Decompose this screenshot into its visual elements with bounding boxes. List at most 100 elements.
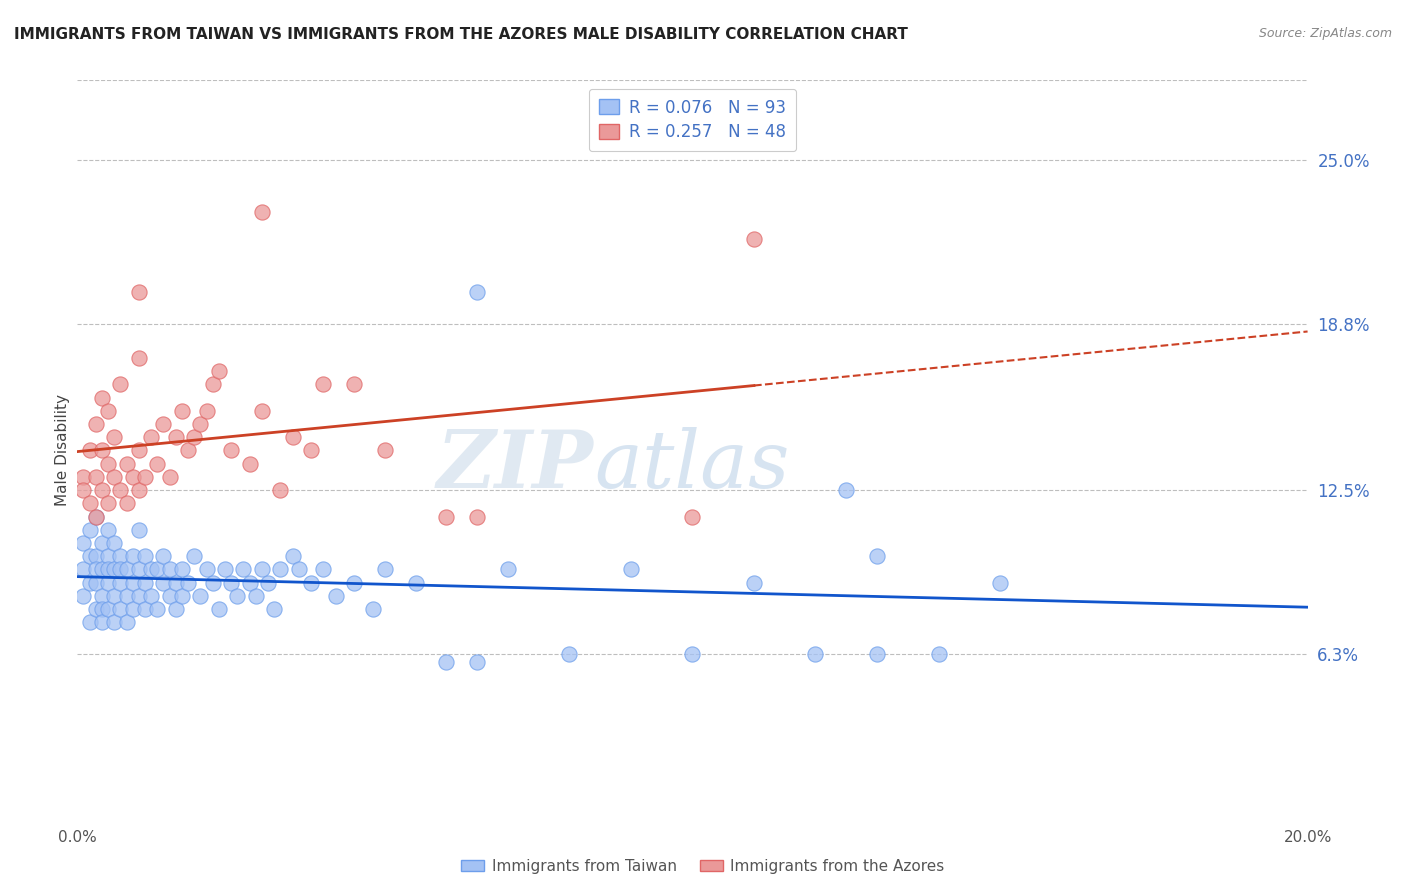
Point [134,602,156,616]
Point [170,404,193,418]
Y-axis label: Male Disability: Male Disability [55,394,70,507]
Point [214,562,236,576]
Point [201,575,224,590]
Point [245,589,267,603]
Point [97,602,120,616]
Point [128,589,150,603]
Point [141,589,163,603]
Point [928,647,950,661]
Point [134,575,156,590]
Point [159,562,181,576]
Point [110,377,132,392]
Point [299,575,322,590]
Legend: Immigrants from Taiwan, Immigrants from the Azores: Immigrants from Taiwan, Immigrants from … [456,853,950,880]
Point [115,615,138,630]
Point [165,575,187,590]
Point [620,562,643,576]
Point [405,575,427,590]
Point [219,443,242,458]
Point [121,602,143,616]
Point [128,562,150,576]
Point [343,377,366,392]
Point [103,536,125,550]
Point [90,443,114,458]
Point [79,443,101,458]
Point [72,589,94,603]
Point [121,575,143,590]
Point [804,647,827,661]
Point [128,523,150,537]
Point [988,575,1011,590]
Point [299,443,322,458]
Point [146,602,169,616]
Point [90,602,114,616]
Point [84,562,107,576]
Point [90,536,114,550]
Point [115,562,138,576]
Point [121,470,143,484]
Point [208,602,231,616]
Point [103,562,125,576]
Point [84,602,107,616]
Point [79,496,101,510]
Text: atlas: atlas [595,426,789,504]
Point [239,575,262,590]
Point [195,562,218,576]
Point [84,509,107,524]
Point [682,509,704,524]
Point [79,575,101,590]
Point [866,549,889,564]
Point [159,470,181,484]
Legend: R = 0.076   N = 93, R = 0.257   N = 48: R = 0.076 N = 93, R = 0.257 N = 48 [589,88,796,152]
Point [84,549,107,564]
Point [257,575,280,590]
Point [115,589,138,603]
Point [183,549,205,564]
Point [121,549,143,564]
Point [146,562,169,576]
Point [465,285,488,299]
Text: ZIP: ZIP [437,426,595,504]
Point [219,575,242,590]
Point [97,404,120,418]
Point [97,523,120,537]
Point [170,589,193,603]
Point [312,377,335,392]
Point [103,470,125,484]
Point [134,470,156,484]
Point [146,457,169,471]
Point [239,457,262,471]
Point [436,655,458,669]
Point [177,575,200,590]
Point [250,404,273,418]
Point [343,575,366,590]
Point [465,655,488,669]
Point [361,602,384,616]
Point [835,483,858,497]
Point [97,496,120,510]
Point [72,470,94,484]
Point [97,562,120,576]
Point [90,589,114,603]
Point [263,602,285,616]
Point [110,602,132,616]
Point [128,443,150,458]
Point [152,549,174,564]
Point [141,430,163,444]
Point [103,430,125,444]
Point [128,483,150,497]
Point [103,615,125,630]
Point [558,647,581,661]
Point [159,589,181,603]
Point [152,575,174,590]
Point [201,377,224,392]
Point [208,364,231,378]
Point [288,562,311,576]
Point [103,589,125,603]
Text: IMMIGRANTS FROM TAIWAN VS IMMIGRANTS FROM THE AZORES MALE DISABILITY CORRELATION: IMMIGRANTS FROM TAIWAN VS IMMIGRANTS FRO… [14,27,908,42]
Point [165,602,187,616]
Point [110,483,132,497]
Point [866,647,889,661]
Point [90,615,114,630]
Point [134,549,156,564]
